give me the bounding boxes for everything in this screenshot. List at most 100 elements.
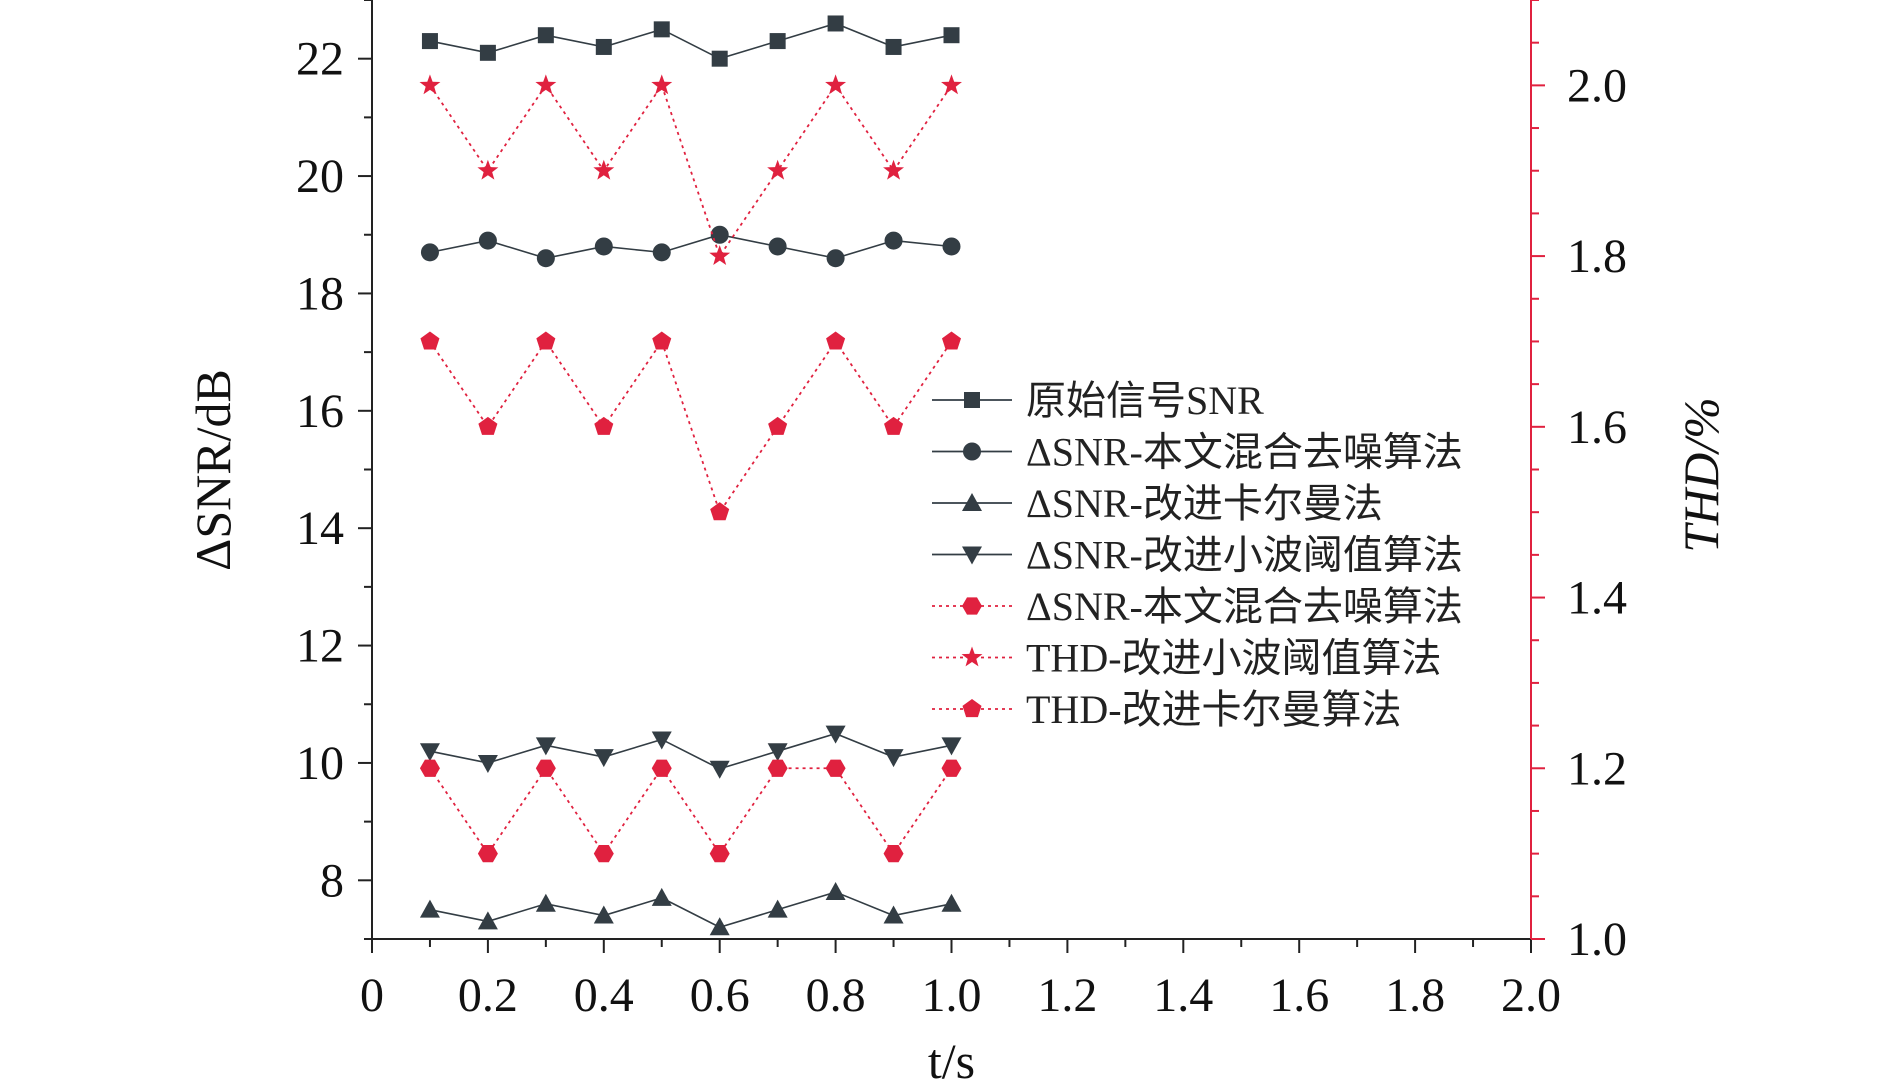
data-point [883, 749, 904, 768]
series-line [429, 766, 953, 856]
legend-marker [962, 699, 982, 718]
data-point [709, 844, 730, 863]
left-y-tick-label: 20 [296, 150, 344, 203]
x-tick-label: 1.8 [1385, 969, 1445, 1022]
x-tick-label: 0.6 [690, 969, 750, 1022]
left-y-tick-label: 12 [296, 620, 344, 673]
data-point [825, 74, 847, 95]
left-y-axis-title: ΔSNR/dB [185, 369, 241, 571]
legend-label: 原始信号SNR [1026, 378, 1264, 423]
data-point [537, 27, 554, 44]
data-point [536, 249, 555, 268]
right-y-tick-label: 1.8 [1567, 230, 1627, 283]
data-point [709, 917, 730, 936]
data-point [651, 731, 672, 750]
series-6 [420, 331, 962, 521]
legend-marker [962, 546, 982, 565]
series-layer [419, 15, 962, 936]
data-point [535, 759, 556, 777]
legend-label: ΔSNR-本文混合去噪算法 [1026, 430, 1463, 475]
right-y-tick-label: 2.0 [1567, 59, 1627, 112]
left-y-tick-label: 10 [296, 737, 344, 790]
data-point [653, 21, 670, 38]
data-point [595, 38, 612, 55]
data-point [884, 231, 903, 250]
series-line [429, 233, 952, 260]
right-y-tick-label: 1.2 [1567, 742, 1627, 795]
left-y-tick-label: 16 [296, 385, 344, 438]
data-point [593, 749, 614, 768]
data-point [421, 33, 438, 50]
data-point [535, 737, 556, 756]
data-point [477, 844, 498, 863]
series-line [429, 891, 952, 929]
data-point [941, 74, 962, 95]
data-point [825, 759, 846, 777]
data-point [825, 725, 846, 744]
data-point [651, 74, 673, 95]
left-y-tick-label: 22 [296, 33, 344, 86]
legend-marker [961, 646, 983, 667]
data-point [769, 33, 786, 50]
series-line [429, 732, 952, 770]
data-point [477, 754, 498, 773]
data-point [478, 416, 498, 435]
data-point [883, 905, 904, 924]
data-point [710, 502, 730, 521]
data-point [942, 237, 961, 256]
data-point [420, 331, 440, 350]
data-point [651, 887, 672, 906]
data-point [478, 231, 497, 250]
data-point [827, 15, 844, 32]
data-point [826, 249, 845, 268]
data-point [419, 74, 441, 95]
axes: 0 0.2 0.4 0.6 0.8 1.0 1.2 1.4 1.6 1.8 2.0 8 10 12 14 16… [296, 0, 1627, 1022]
legend-marker [962, 493, 982, 511]
data-point [709, 760, 730, 779]
legend-label: ΔSNR-改进卡尔曼法 [1026, 481, 1383, 526]
data-point [767, 743, 788, 762]
x-tick-label: 0.2 [458, 969, 518, 1022]
data-point [594, 416, 614, 435]
series-1 [420, 225, 961, 268]
data-point [536, 331, 556, 350]
data-point [768, 237, 787, 256]
x-axis-title: t/s [928, 1033, 975, 1084]
right-y-tick-label: 1.6 [1567, 401, 1627, 454]
x-tick-label: 0.4 [574, 969, 634, 1022]
series-0 [421, 15, 960, 67]
series-line [429, 22, 952, 60]
legend: 原始信号SNR ΔSNR-本文混合去噪算法 ΔSNR-改进卡尔曼法 ΔSNR-改进小波… [932, 378, 1463, 732]
left-y-tick-label: 14 [296, 502, 344, 555]
series-line [429, 339, 953, 515]
data-point [651, 759, 672, 777]
data-point [885, 38, 902, 55]
data-point [941, 759, 962, 777]
data-point [419, 759, 440, 777]
data-point [479, 44, 496, 61]
data-point [825, 882, 846, 901]
series-2 [419, 882, 962, 936]
data-point [535, 893, 556, 912]
data-point [943, 27, 960, 44]
legend-marker [963, 442, 981, 461]
data-point [767, 159, 789, 180]
x-tick-label: 1.6 [1269, 969, 1329, 1022]
data-point [941, 737, 962, 756]
data-point [767, 759, 788, 777]
right-y-axis-title: THD/% [1673, 397, 1729, 553]
legend-label: THD-改进卡尔曼算法 [1026, 687, 1402, 732]
legend-label: ΔSNR-本文混合去噪算法 [1026, 584, 1463, 629]
data-point [826, 331, 846, 350]
legend-label: ΔSNR-改进小波阈值算法 [1026, 533, 1463, 578]
data-point [652, 331, 672, 350]
right-y-tick-label: 1.0 [1567, 913, 1627, 966]
legend-marker [964, 392, 980, 408]
data-point [652, 243, 671, 262]
right-y-tick-label: 1.4 [1567, 572, 1627, 625]
x-tick-label: 2.0 [1501, 969, 1561, 1022]
data-point [477, 911, 498, 930]
data-point [419, 899, 440, 918]
x-tick-label: 1.4 [1153, 969, 1213, 1022]
data-point [420, 243, 439, 262]
